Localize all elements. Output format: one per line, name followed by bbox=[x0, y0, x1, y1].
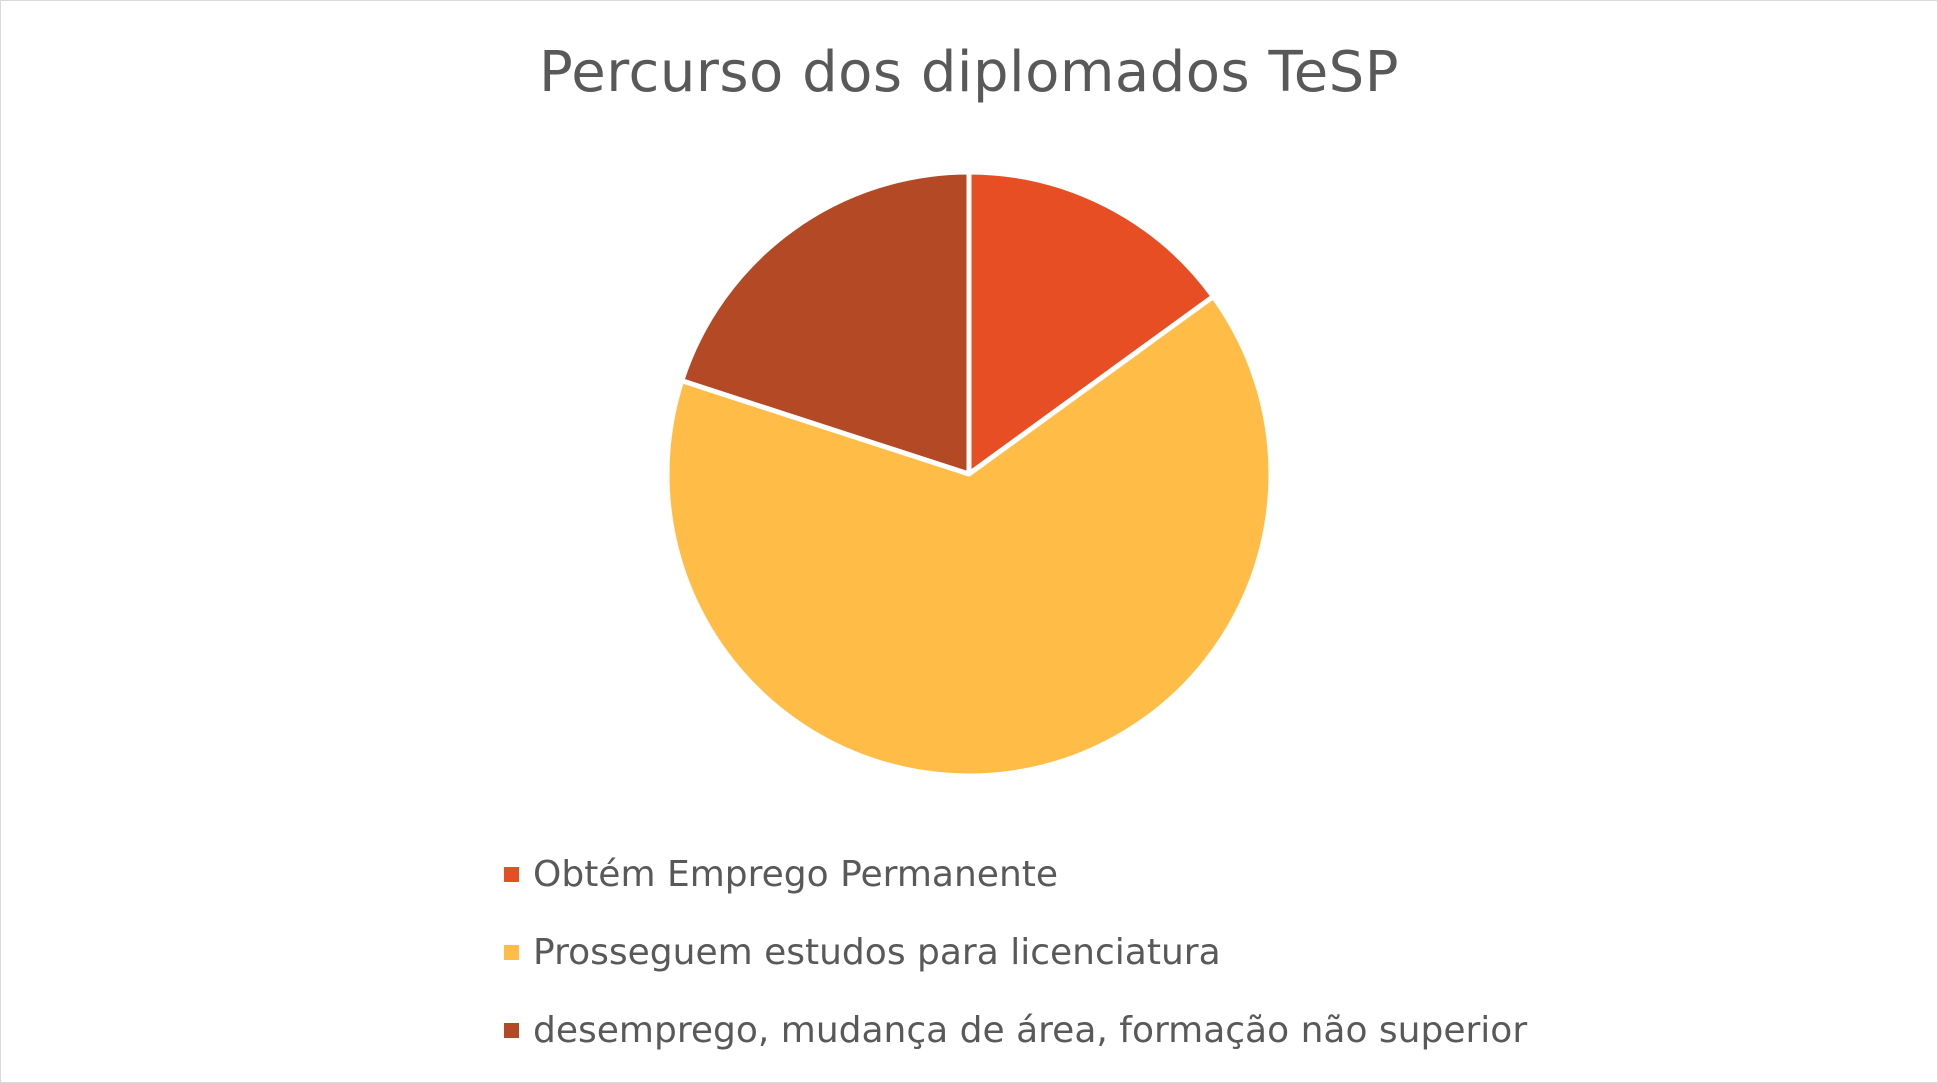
legend-label: Obtém Emprego Permanente bbox=[533, 853, 1059, 895]
pie-slice-1 bbox=[966, 169, 1216, 477]
legend-item: Prosseguem estudos para licenciatura bbox=[504, 913, 1527, 991]
pie-slice-3 bbox=[679, 169, 972, 477]
legend-item: desemprego, mudança de área, formação nã… bbox=[504, 991, 1527, 1069]
legend-item: Obtém Emprego Permanente bbox=[504, 835, 1527, 913]
pie-slice-2 bbox=[664, 293, 1274, 779]
legend-swatch bbox=[504, 866, 519, 882]
legend-swatch bbox=[504, 1022, 519, 1038]
chart-legend: Obtém Emprego Permanente Prosseguem estud… bbox=[504, 835, 1527, 1069]
legend-swatch bbox=[504, 944, 519, 960]
legend-label: desemprego, mudança de área, formação nã… bbox=[533, 1009, 1528, 1051]
legend-label: Prosseguem estudos para licenciatura bbox=[533, 931, 1221, 973]
chart-title: Percurso dos diplomados TeSP bbox=[539, 40, 1399, 105]
